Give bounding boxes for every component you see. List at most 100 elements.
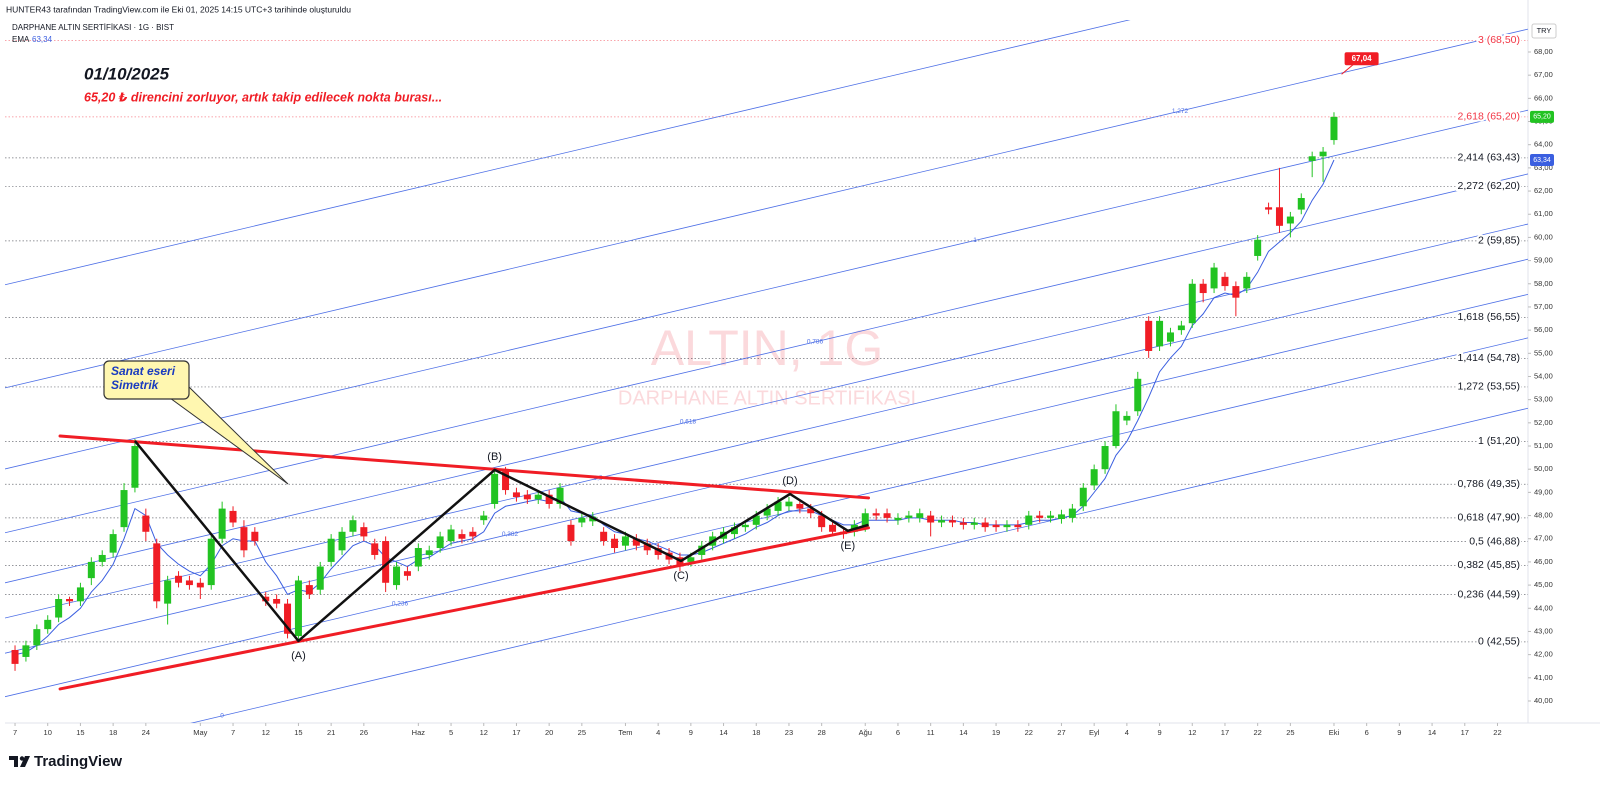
y-tick-label: 64,00 [1534, 140, 1553, 149]
candle-body [981, 522, 989, 528]
candle-body [1199, 283, 1207, 294]
x-tick-label: Eki [1329, 728, 1340, 737]
candle-body [916, 513, 924, 518]
y-tick-label: 44,00 [1534, 603, 1553, 612]
y-tick-label: 40,00 [1534, 696, 1553, 705]
x-tick-label: 10 [44, 728, 52, 737]
candle-body [469, 531, 477, 537]
candle-body [1275, 207, 1283, 226]
candle-body [131, 446, 139, 488]
fib-level-label: 2,618 (65,20) [1458, 111, 1520, 123]
x-tick-label: Tem [618, 728, 632, 737]
x-tick-label: 23 [785, 728, 793, 737]
x-tick-label: 7 [13, 728, 17, 737]
y-tick-label: 49,00 [1534, 487, 1553, 496]
channel-label: 1,272 [1172, 108, 1189, 115]
currency-box [1531, 23, 1557, 39]
channel-label: 0,786 [807, 339, 824, 346]
candle-body [1166, 332, 1174, 342]
candle-body [1068, 508, 1076, 518]
x-tick-label: 4 [656, 728, 660, 737]
callout-text: Sanat eseri [111, 364, 176, 378]
candle-body [730, 527, 738, 535]
candle-body [567, 524, 575, 542]
candle-body [1145, 320, 1153, 351]
chart-subtitle: 65,20 ₺ direncini zorluyor, artık takip … [84, 90, 442, 104]
x-tick-label: 21 [327, 728, 335, 737]
candle-body [1297, 198, 1305, 210]
candle-body [251, 531, 259, 542]
candle-body [229, 510, 237, 523]
ema-value: 63,34 [32, 35, 53, 44]
candle-body [1232, 286, 1240, 298]
candle-body [1123, 415, 1131, 421]
candle-body [98, 554, 106, 562]
candle-body [425, 550, 433, 555]
candle-body [393, 566, 401, 586]
callout-pointer [169, 385, 289, 485]
x-tick-label: 17 [1461, 728, 1469, 737]
y-tick-label: 46,00 [1534, 557, 1553, 566]
candle-body [523, 494, 531, 500]
ema-name: EMA [12, 35, 30, 44]
candle-body [1112, 411, 1120, 447]
candle-body [66, 598, 74, 602]
fib-level-label: 0,5 (46,88) [1469, 535, 1520, 547]
fib-level-label: 1,272 (53,55) [1458, 381, 1520, 393]
candle-body [1047, 515, 1055, 518]
candle-body [240, 527, 248, 551]
last-price-badge-bg [1530, 110, 1554, 123]
fib-level-label: 2,414 (63,43) [1458, 152, 1520, 164]
candle-body [436, 536, 444, 549]
x-tick-label: 9 [1397, 728, 1401, 737]
candle-body [164, 580, 172, 604]
candle-body [643, 543, 651, 551]
candle-body [480, 515, 488, 521]
y-tick-label: 62,00 [1534, 186, 1553, 195]
candle-body [44, 619, 52, 630]
pattern-label: (B) [487, 451, 502, 463]
channel-label: 1 [973, 237, 977, 244]
x-tick-label: 19 [992, 728, 1000, 737]
y-tick-label: 53,00 [1534, 395, 1553, 404]
candle-body [1134, 378, 1142, 412]
candle-body [861, 513, 869, 528]
x-tick-label: 26 [360, 728, 368, 737]
candle-body [55, 598, 63, 618]
note-label: 67,04 [1352, 54, 1373, 63]
y-tick-label: 61,00 [1534, 209, 1553, 218]
watermark: DARPHANE ALTIN SERTİFİKASI [618, 386, 916, 409]
candle-body [1014, 524, 1022, 528]
x-tick-label: 17 [1221, 728, 1229, 737]
candle-body [218, 508, 226, 539]
y-tick-label: 58,00 [1534, 279, 1553, 288]
y-tick-label: 51,00 [1534, 441, 1553, 450]
candle-body [1177, 325, 1185, 331]
candle-body [207, 538, 215, 586]
candle-body [1057, 514, 1065, 520]
channel-label: 0,236 [392, 600, 409, 607]
candle-body [927, 515, 935, 523]
candle-body [1243, 276, 1251, 289]
x-tick-label: 12 [480, 728, 488, 737]
fib-level-label: 0,618 (47,90) [1458, 512, 1520, 524]
candle-body [512, 492, 520, 498]
ema-line [14, 159, 1335, 656]
fib-level-label: 0 (42,55) [1478, 636, 1520, 648]
candle-body [1221, 276, 1229, 287]
fib-level-label: 1 (51,20) [1478, 435, 1520, 447]
candle-body [185, 580, 193, 586]
x-tick-label: 14 [1428, 728, 1436, 737]
channel-label: 0,618 [680, 419, 697, 426]
candle-body [545, 494, 553, 504]
x-tick-label: 7 [231, 728, 235, 737]
candle-body [502, 471, 510, 491]
brand: TradingView [34, 753, 122, 770]
x-tick-label: Haz [412, 728, 426, 737]
candle-body [11, 649, 19, 664]
y-tick-label: 48,00 [1534, 511, 1553, 520]
candle-body [360, 527, 368, 537]
candle-body [872, 513, 880, 516]
